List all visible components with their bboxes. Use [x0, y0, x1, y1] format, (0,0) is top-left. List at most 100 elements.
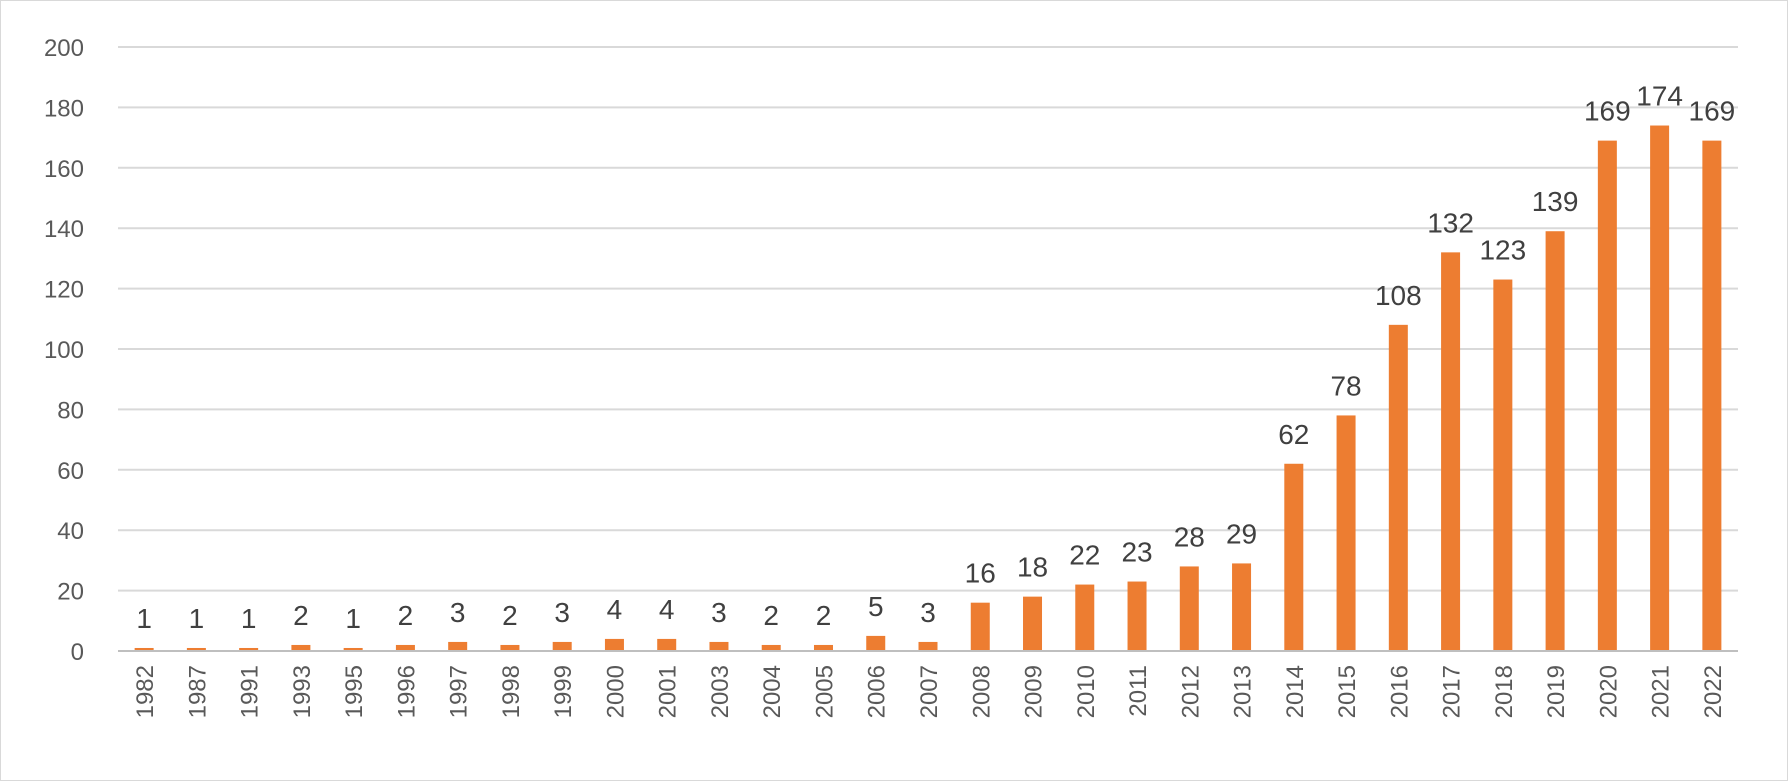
bar-2010 [1075, 584, 1095, 651]
data-label-2004: 2 [763, 600, 779, 631]
data-label-2007: 3 [920, 597, 936, 628]
data-label-2000: 4 [607, 594, 623, 625]
x-tick-label-2009: 2009 [1021, 665, 1048, 718]
data-label-2015: 78 [1330, 370, 1361, 401]
y-tick-label: 120 [44, 277, 84, 304]
data-label-2018: 123 [1479, 235, 1526, 266]
bar-2000 [604, 638, 624, 651]
data-label-2005: 2 [816, 600, 832, 631]
data-label-2009: 18 [1017, 552, 1048, 583]
data-label-2001: 4 [659, 594, 675, 625]
x-tick-label-2019: 2019 [1543, 665, 1570, 718]
x-tick-label-1997: 1997 [446, 665, 473, 718]
data-label-1995: 1 [345, 603, 361, 634]
bar-2009 [1023, 596, 1043, 651]
bar-2001 [657, 638, 677, 651]
data-label-1997: 3 [450, 597, 466, 628]
x-tick-label-2020: 2020 [1595, 665, 1622, 718]
x-tick-label-2012: 2012 [1177, 665, 1204, 718]
x-tick-label-1999: 1999 [550, 665, 577, 718]
data-label-2006: 5 [868, 591, 884, 622]
bar-1982 [134, 647, 154, 651]
data-label-2019: 139 [1532, 186, 1579, 217]
gridlines [118, 46, 1738, 592]
y-tick-label: 200 [44, 35, 84, 62]
bar-1999 [552, 641, 572, 651]
x-tick-label-2011: 2011 [1125, 665, 1152, 717]
data-label-2020: 169 [1584, 96, 1631, 127]
x-tick-label-1991: 1991 [237, 665, 264, 718]
bar-2017 [1441, 252, 1461, 652]
data-label-1987: 1 [189, 603, 205, 634]
bar-2007 [918, 641, 938, 651]
bar-2019 [1545, 231, 1565, 651]
y-axis-ticks: 0 20 40 60 80 100 120 140 160 180 200 [44, 35, 84, 666]
y-tick-label: 0 [71, 639, 84, 666]
bar-2011 [1127, 581, 1147, 651]
bar-2020 [1597, 140, 1617, 651]
data-label-2021: 174 [1636, 81, 1683, 112]
data-label-2012: 28 [1174, 521, 1205, 552]
bar-1996 [395, 644, 415, 651]
bar-2014 [1284, 463, 1304, 651]
x-tick-label-2016: 2016 [1386, 665, 1413, 718]
y-tick-label: 140 [44, 216, 84, 243]
bar-2015 [1336, 415, 1356, 651]
x-tick-label-2021: 2021 [1648, 665, 1675, 718]
y-tick-label: 80 [57, 397, 84, 424]
bar-1995 [343, 647, 363, 651]
bar-2012 [1179, 566, 1199, 651]
bar-2018 [1493, 279, 1513, 651]
x-tick-label-2018: 2018 [1491, 665, 1518, 718]
data-label-2011: 23 [1121, 537, 1152, 568]
bar-1993 [291, 644, 311, 651]
bar-1997 [448, 641, 468, 651]
y-tick-label: 60 [57, 458, 84, 485]
x-tick-label-2022: 2022 [1700, 665, 1727, 718]
data-label-1991: 1 [241, 603, 257, 634]
x-tick-label-2013: 2013 [1230, 665, 1257, 718]
data-label-2017: 132 [1427, 207, 1474, 238]
x-axis-ticks: 1982 1987 1991 1993 1995 1996 1997 1998 1999 2000… [132, 665, 1727, 718]
data-label-1996: 2 [398, 600, 414, 631]
bar-2021 [1650, 125, 1670, 651]
bars [134, 125, 1722, 652]
data-label-2013: 29 [1226, 518, 1257, 549]
bar-2013 [1232, 563, 1252, 651]
bar-2016 [1388, 324, 1408, 651]
y-tick-label: 160 [44, 156, 84, 183]
x-tick-label-2006: 2006 [864, 665, 891, 718]
x-tick-label-2001: 2001 [655, 665, 682, 718]
data-label-2016: 108 [1375, 280, 1422, 311]
data-label-2010: 22 [1069, 540, 1100, 571]
bar-1991 [239, 647, 259, 651]
x-tick-label-1995: 1995 [341, 665, 368, 718]
x-tick-label-1998: 1998 [498, 665, 525, 718]
data-label-2003: 3 [711, 597, 727, 628]
bar-2008 [970, 602, 990, 651]
data-label-1998: 2 [502, 600, 518, 631]
bar-1987 [186, 647, 206, 651]
x-tick-label-1987: 1987 [184, 665, 211, 718]
x-tick-label-2007: 2007 [916, 665, 943, 718]
x-tick-label-1996: 1996 [393, 665, 420, 718]
x-tick-label-2010: 2010 [1073, 665, 1100, 718]
bar-1998 [500, 644, 520, 651]
x-tick-label-2000: 2000 [602, 665, 629, 718]
x-tick-label-1982: 1982 [132, 665, 159, 718]
bar-2005 [813, 644, 833, 651]
x-tick-label-2017: 2017 [1439, 665, 1466, 718]
data-label-2014: 62 [1278, 419, 1309, 450]
data-label-1999: 3 [554, 597, 570, 628]
y-tick-label: 40 [57, 518, 84, 545]
x-tick-label-2004: 2004 [759, 665, 786, 718]
x-tick-label-2014: 2014 [1282, 665, 1309, 718]
x-tick-label-1993: 1993 [289, 665, 316, 718]
data-label-1982: 1 [136, 603, 152, 634]
data-labels: 1 1 1 2 1 2 3 2 3 4 4 3 2 2 5 316 18 22 23 28 29627810813212… [136, 81, 1735, 634]
data-label-1993: 2 [293, 600, 309, 631]
data-label-2008: 16 [965, 558, 996, 589]
x-tick-label-2008: 2008 [968, 665, 995, 718]
x-tick-label-2003: 2003 [707, 665, 734, 718]
